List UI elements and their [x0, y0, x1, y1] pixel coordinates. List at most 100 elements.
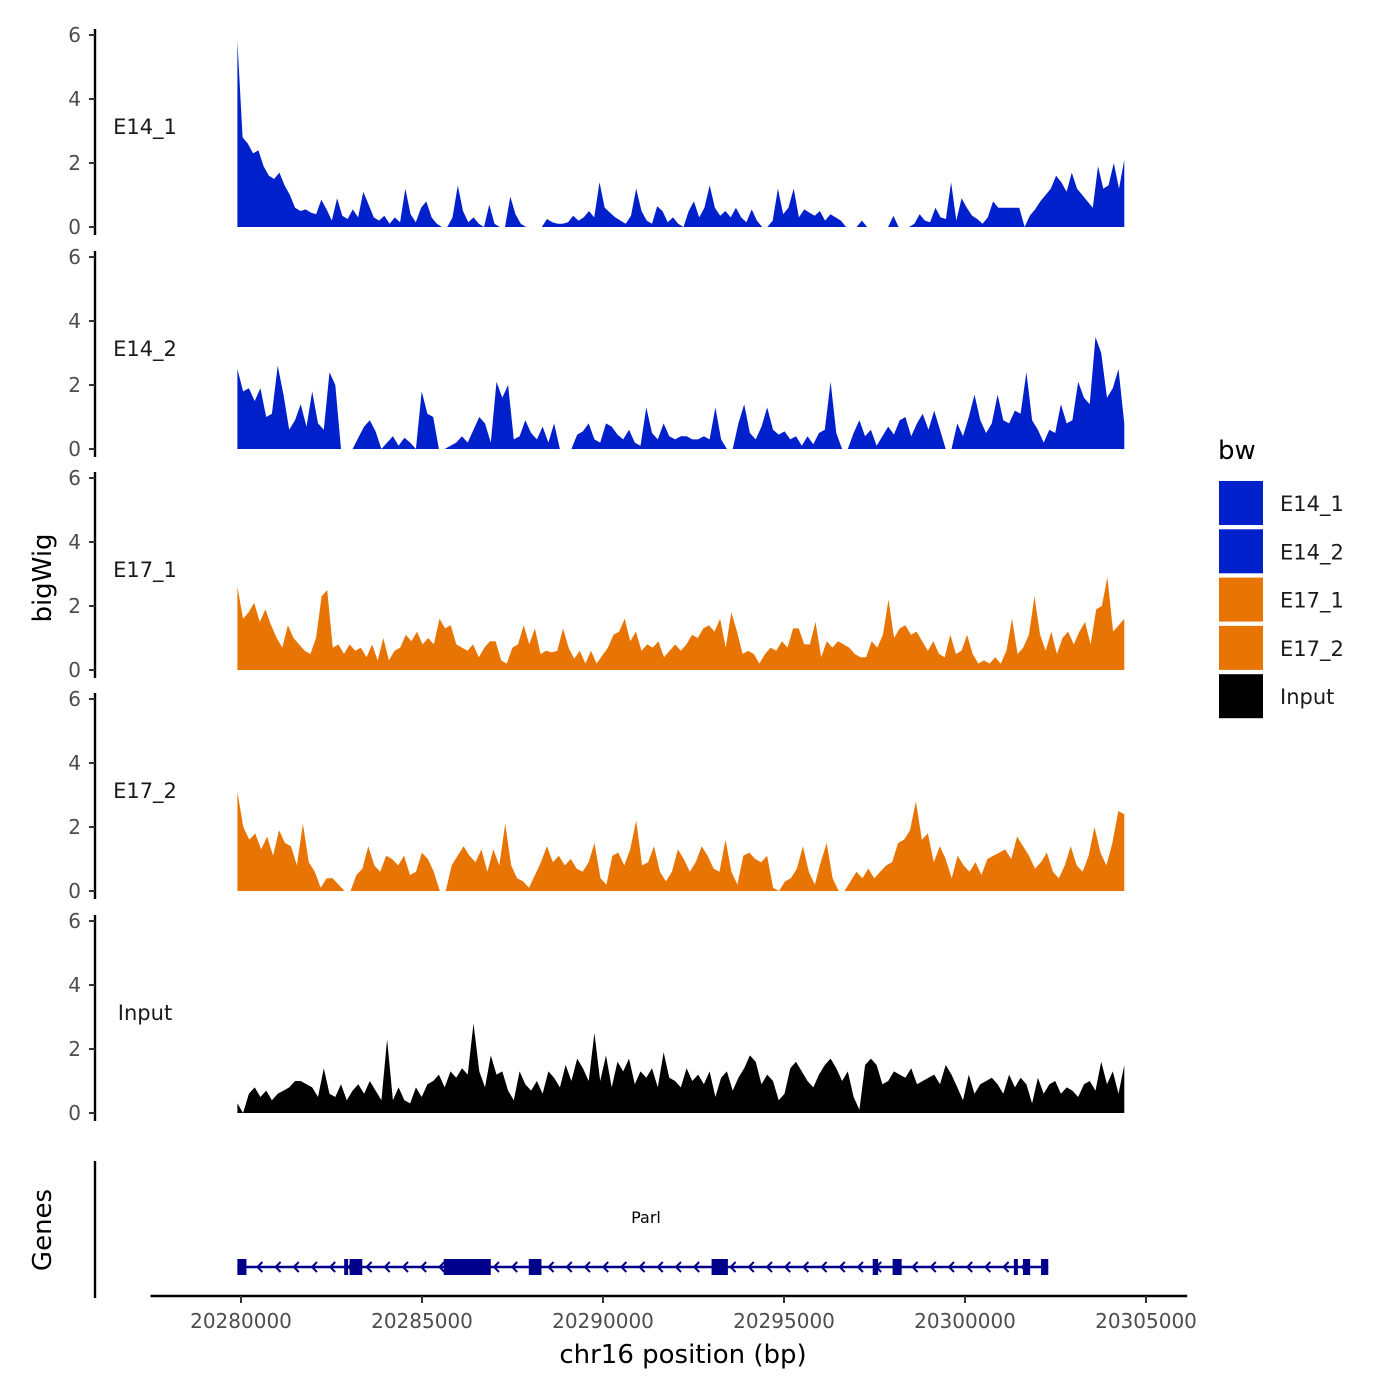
- signal-area: [237, 41, 1125, 228]
- track-label: E17_2: [113, 779, 177, 804]
- signal-tracks: 0 2 4 6 E14_1 0 2 4 6 E14_2 0 2 4 6 E17_1 0 2 4 6 E17_2 0 2 4 6…: [68, 23, 1125, 1125]
- strand-arrow: [401, 1261, 409, 1273]
- strand-arrow: [674, 1261, 682, 1273]
- legend-label: E17_1: [1280, 589, 1344, 614]
- strand-arrow: [911, 1261, 919, 1273]
- y-tick-label: 4: [68, 530, 81, 554]
- x-tick-label: 20290000: [552, 1309, 654, 1333]
- y-tick-label: 0: [68, 215, 81, 239]
- strand-arrow: [983, 1261, 992, 1273]
- y-tick-label: 0: [68, 879, 81, 903]
- strand-arrow: [328, 1261, 336, 1273]
- legend-label: E14_2: [1280, 540, 1344, 565]
- y-tick-label: 6: [68, 466, 81, 490]
- gene-exon: [1041, 1259, 1049, 1275]
- gene-exon: [892, 1259, 902, 1275]
- strand-arrow: [492, 1261, 500, 1273]
- strand-arrow: [565, 1261, 573, 1273]
- signal-area: [237, 577, 1125, 670]
- legend-label: Input: [1280, 685, 1334, 709]
- strand-arrow: [656, 1261, 664, 1273]
- strand-arrow: [747, 1261, 755, 1273]
- strand-arrow: [583, 1261, 591, 1273]
- legend-label: E17_2: [1280, 637, 1344, 662]
- signal-area: [237, 791, 1125, 891]
- y-tick-label: 4: [68, 751, 81, 775]
- y-tick-label: 4: [68, 87, 81, 111]
- strand-arrow: [783, 1261, 791, 1273]
- track-label: E14_1: [113, 115, 177, 140]
- track-label: Input: [118, 1001, 172, 1025]
- strand-arrow: [801, 1261, 810, 1273]
- strand-arrow: [601, 1261, 609, 1273]
- legend-key-e14-2: [1219, 529, 1263, 574]
- gene-exon: [237, 1259, 247, 1275]
- legend-title: bw: [1218, 436, 1256, 466]
- y-tick-label: 6: [68, 23, 81, 47]
- signal-area: [237, 337, 1125, 449]
- y-tick-label: 2: [68, 1037, 81, 1061]
- track-e17-1: 0 2 4 6 E17_1: [68, 466, 1125, 682]
- y-tick-label: 2: [68, 815, 81, 839]
- y-axis-title: bigWig: [28, 533, 58, 622]
- y-tick-label: 6: [68, 687, 81, 711]
- y-tick-label: 6: [68, 909, 81, 933]
- y-tick-label: 0: [68, 437, 81, 461]
- strand-arrow: [437, 1261, 446, 1273]
- x-tick-label: 20280000: [190, 1309, 292, 1333]
- gene-exon: [443, 1259, 491, 1275]
- strand-arrow: [310, 1261, 318, 1273]
- strand-arrow: [765, 1261, 773, 1273]
- strand-arrow: [692, 1261, 700, 1273]
- genes-axis-title: Genes: [28, 1189, 58, 1271]
- y-tick-label: 2: [68, 594, 81, 618]
- legend-label: E14_1: [1280, 492, 1344, 517]
- track-e14-2: 0 2 4 6 E14_2: [68, 245, 1125, 461]
- y-tick-label: 0: [68, 1101, 81, 1125]
- strand-arrow: [965, 1261, 973, 1273]
- strand-arrow: [729, 1261, 737, 1273]
- signal-area: [237, 1023, 1125, 1113]
- track-e17-2: 0 2 4 6 E17_2: [68, 687, 1125, 903]
- y-tick-label: 2: [68, 373, 81, 397]
- track-label: E17_1: [113, 558, 177, 583]
- y-tick-label: 2: [68, 151, 81, 175]
- y-tick-label: 4: [68, 973, 81, 997]
- legend-key-input: [1219, 674, 1263, 719]
- gene-exon: [528, 1259, 542, 1275]
- strand-arrow: [510, 1261, 518, 1273]
- strand-arrow: [619, 1261, 628, 1273]
- track-label: E14_2: [113, 337, 177, 362]
- track-input: 0 2 4 6 Input: [68, 909, 1125, 1125]
- strand-arrow: [638, 1261, 646, 1273]
- gene-exon: [344, 1259, 349, 1275]
- strand-arrow: [947, 1261, 955, 1273]
- strand-arrow: [838, 1261, 846, 1273]
- strand-arrow: [255, 1261, 264, 1273]
- y-tick-label: 6: [68, 245, 81, 269]
- strand-arrow: [1002, 1261, 1010, 1273]
- gene-exon: [1022, 1259, 1031, 1275]
- gene-exon: [872, 1259, 879, 1275]
- gene-exon: [1013, 1259, 1018, 1275]
- gene-exon: [349, 1259, 363, 1275]
- track-e14-1: 0 2 4 6 E14_1: [68, 23, 1125, 239]
- y-tick-label: 4: [68, 309, 81, 333]
- legend-key-e17-1: [1219, 577, 1263, 622]
- strand-arrow: [820, 1261, 828, 1273]
- x-tick-label: 20285000: [371, 1309, 473, 1333]
- legend: bw E14_1 E14_2 E17_1 E17_2 Input: [1218, 436, 1344, 719]
- gene-exon: [711, 1259, 728, 1275]
- x-axis-title: chr16 position (bp): [559, 1340, 806, 1370]
- strand-arrow: [274, 1261, 282, 1273]
- strand-arrow: [856, 1261, 864, 1273]
- x-tick-label: 20300000: [914, 1309, 1016, 1333]
- x-tick-label: 20295000: [733, 1309, 835, 1333]
- strand-arrow: [547, 1261, 555, 1273]
- gene-name-label: Parl: [631, 1208, 661, 1227]
- strand-arrow: [383, 1261, 391, 1273]
- legend-key-e17-2: [1219, 625, 1263, 670]
- genes-panel: Parl: [93, 1161, 1049, 1298]
- y-tick-label: 0: [68, 658, 81, 682]
- strand-arrow: [929, 1261, 937, 1273]
